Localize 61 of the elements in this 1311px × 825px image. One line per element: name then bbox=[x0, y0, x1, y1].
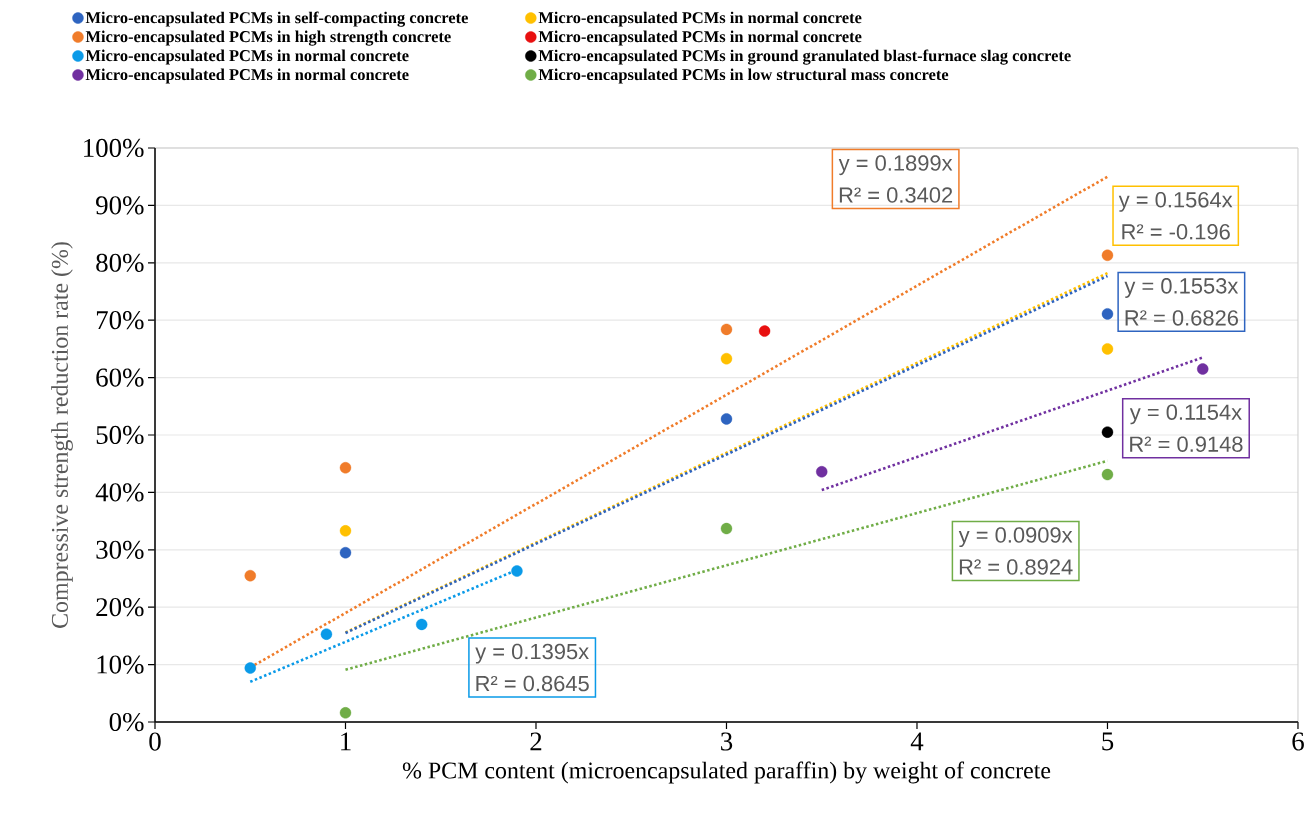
annotation: y = 0.1154x bbox=[1129, 404, 1242, 425]
point bbox=[339, 546, 352, 559]
point bbox=[339, 462, 352, 474]
x-tick-label: 2 bbox=[530, 732, 542, 751]
annotation: R² = 0.9148 bbox=[1130, 436, 1243, 452]
point bbox=[1101, 249, 1114, 262]
point bbox=[339, 707, 352, 719]
point bbox=[1101, 426, 1114, 438]
point bbox=[416, 618, 428, 631]
legend-label: Micro-encapsulated PCMs in normal concrete bbox=[538, 30, 862, 46]
point bbox=[758, 325, 771, 337]
legend-label: Micro-encapsulated PCMs in normal concrete bbox=[85, 68, 409, 84]
legend-label: Micro-encapsulated PCMs in normal concrete bbox=[538, 11, 862, 27]
y-tick-label: 70% bbox=[96, 311, 144, 330]
x-tick-label: 3 bbox=[721, 732, 733, 751]
x-tick-label: 6 bbox=[1292, 732, 1304, 751]
annotation: R² = 0.3402 bbox=[839, 187, 953, 203]
annotation: R² = -0.196 bbox=[1122, 224, 1230, 240]
point bbox=[320, 628, 333, 640]
x-axis-title: % PCM content (microencapsulated paraffin) by weight of concrete bbox=[402, 761, 1051, 784]
legend-label: Micro-encapsulated PCMs in self-compacting concrete bbox=[85, 11, 468, 27]
point bbox=[1101, 468, 1114, 481]
y-tick-label: 80% bbox=[96, 253, 144, 272]
point bbox=[720, 413, 733, 425]
annotation: R² = 0.8645 bbox=[476, 675, 589, 692]
y-tick-label: 40% bbox=[95, 483, 144, 502]
annotation: y = 0.1564x bbox=[1118, 192, 1233, 212]
y-axis-title: Compressive strength reduction rate (%) bbox=[51, 242, 73, 628]
x-tick-label: 4 bbox=[910, 732, 924, 751]
annotation: y = 0.0909x bbox=[958, 527, 1073, 548]
point bbox=[1101, 308, 1114, 320]
legend-label: Micro-encapsulated PCMs in high strength concrete bbox=[85, 30, 451, 46]
point bbox=[1197, 363, 1209, 375]
legend-label: Micro-encapsulated PCMs in normal concrete bbox=[85, 49, 409, 65]
annotation: R² = 0.6826 bbox=[1125, 310, 1238, 326]
legend-label: Micro-encapsulated PCMs in low structural mass concrete bbox=[538, 68, 949, 84]
annotation: R² = 0.8924 bbox=[959, 559, 1073, 575]
point bbox=[1101, 343, 1114, 355]
x-tick-label: 0 bbox=[149, 732, 161, 751]
y-tick-label: 10% bbox=[97, 655, 144, 674]
point bbox=[816, 466, 828, 478]
legend-label: Micro-encapsulated PCMs in ground granulated blast-furnace slag concrete bbox=[538, 49, 1071, 65]
annotation: y = 0.1899x bbox=[838, 155, 953, 176]
y-tick-label: 30% bbox=[96, 540, 144, 559]
x-tick-label: 5 bbox=[1102, 732, 1114, 751]
point bbox=[244, 662, 256, 674]
point bbox=[244, 569, 256, 582]
point bbox=[511, 565, 523, 577]
point bbox=[720, 522, 733, 535]
point bbox=[720, 352, 733, 365]
x-tick-label: 1 bbox=[341, 732, 351, 751]
annotation: y = 0.1553x bbox=[1124, 278, 1239, 298]
y-tick-label: 90% bbox=[96, 196, 144, 215]
point bbox=[339, 525, 352, 537]
y-tick-label: 60% bbox=[96, 368, 144, 387]
y-tick-label: 100% bbox=[84, 138, 144, 158]
annotation: y = 0.1395x bbox=[475, 643, 589, 664]
y-tick-label: 20% bbox=[96, 598, 144, 617]
y-tick-label: 0% bbox=[109, 712, 144, 732]
y-tick-label: 50% bbox=[96, 425, 144, 445]
point bbox=[720, 323, 733, 336]
